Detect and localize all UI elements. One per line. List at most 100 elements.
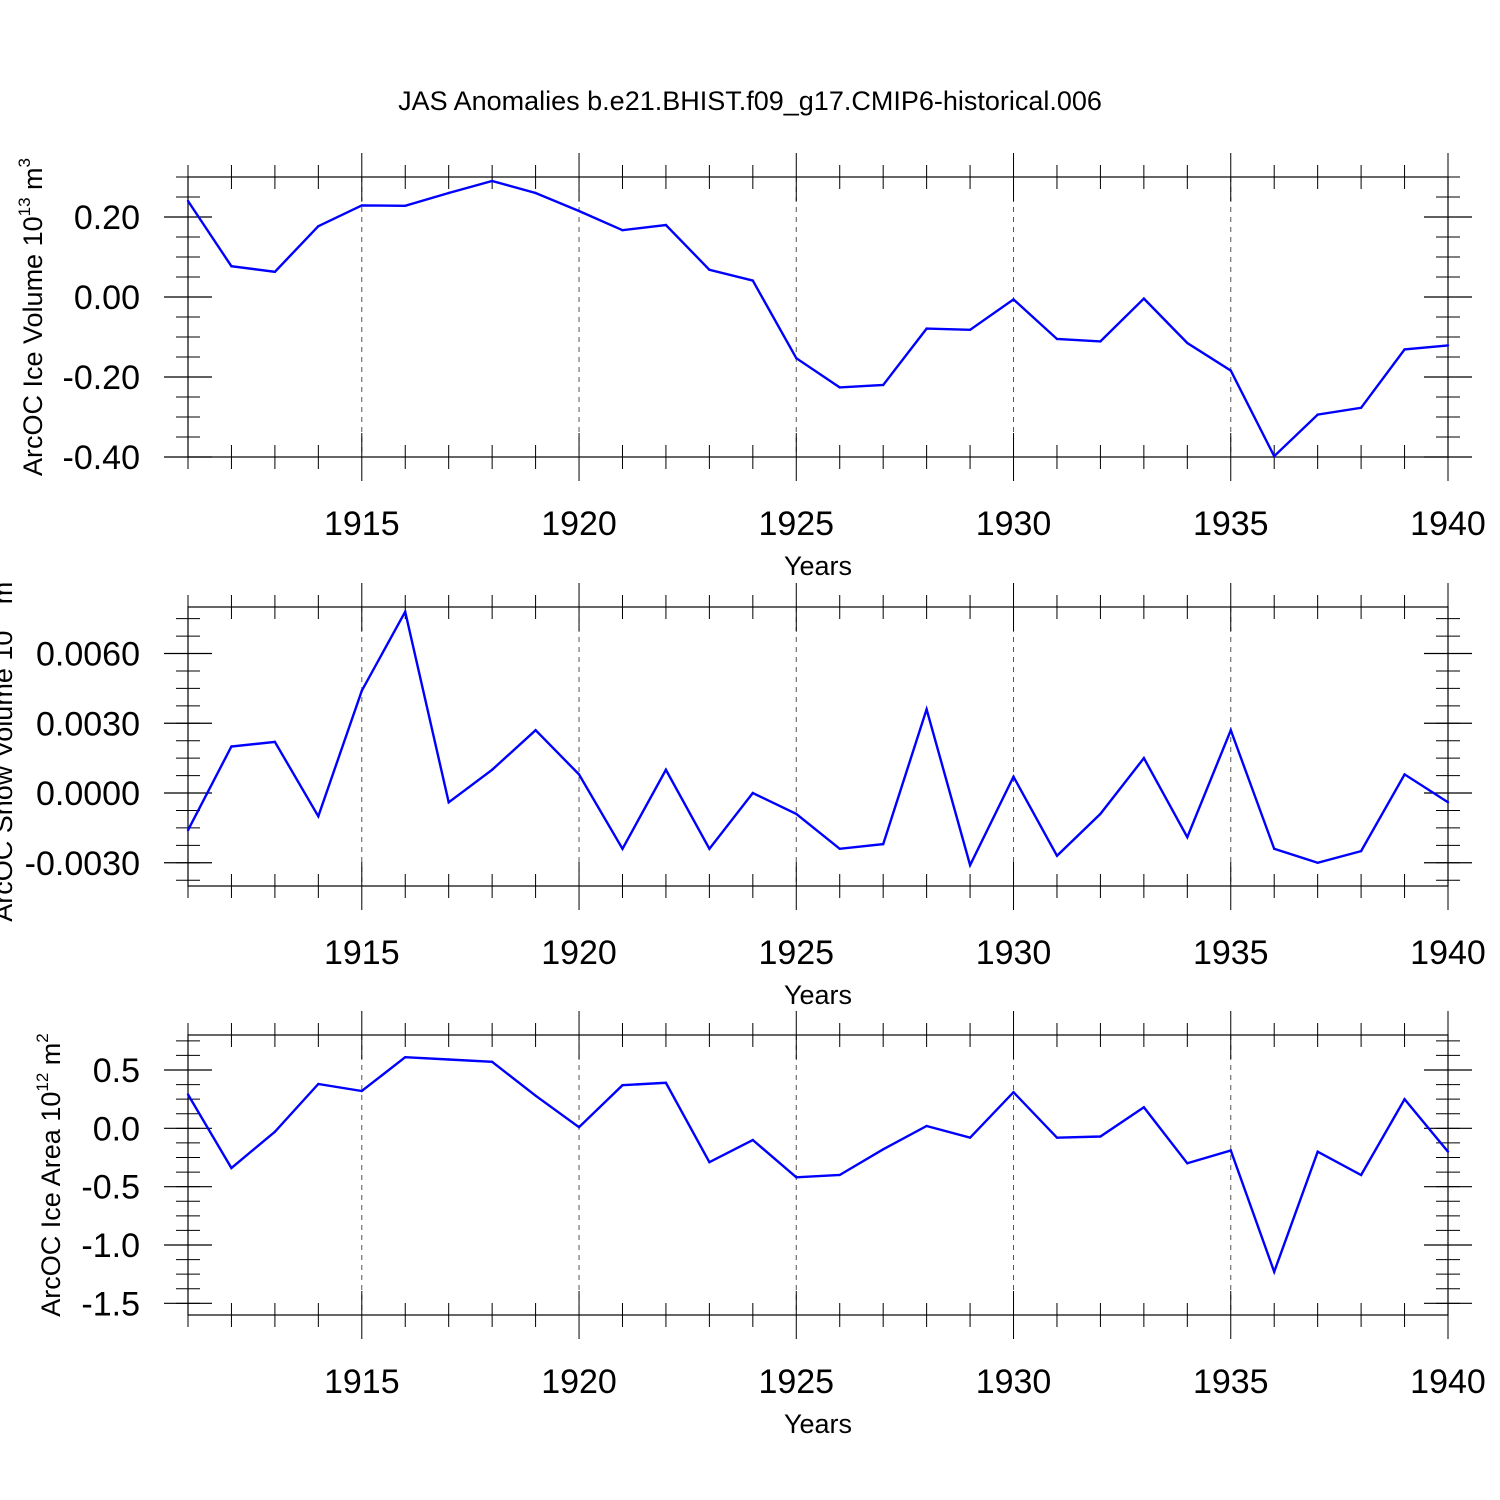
y-tick-label: -0.0030 — [25, 845, 140, 883]
y-axis-label-exponent: 13 — [15, 197, 34, 216]
data-point — [1229, 729, 1232, 732]
data-point — [838, 847, 841, 850]
data-point — [1186, 341, 1189, 345]
y-axis-label: ArcOC Snow Volume 1013 m3 — [0, 572, 18, 922]
x-tick-label: 1925 — [758, 1363, 834, 1401]
x-tick-label: 1930 — [976, 934, 1052, 972]
data-point — [1403, 1097, 1406, 1101]
y-tick-label: 0.00 — [74, 279, 140, 317]
series-line — [187, 179, 1449, 459]
data-point — [1229, 369, 1232, 372]
data-point — [1359, 1173, 1363, 1177]
data-point — [1273, 1270, 1276, 1274]
data-point — [577, 773, 581, 776]
data-point — [490, 1060, 494, 1064]
data-point — [1012, 775, 1015, 778]
y-tick-label: -1.5 — [81, 1285, 140, 1323]
y-axis-label-text: ArcOC Ice Area 10 — [36, 1092, 66, 1317]
x-axis-label: Years — [784, 1409, 852, 1439]
data-point — [925, 327, 928, 330]
y-axis-label: ArcOC Ice Area 1012 m2 — [33, 1033, 66, 1317]
data-point — [925, 708, 928, 711]
data-point — [317, 815, 320, 818]
data-point — [186, 829, 190, 832]
panel-1: 0.20 0.00 -0.20 -0.40 1915 1920 1925 1930 1935 19… — [15, 153, 1486, 581]
data-point — [1446, 344, 1450, 347]
data-point — [1099, 1135, 1102, 1138]
data-point — [795, 1176, 798, 1179]
y-tick-label: 0.5 — [93, 1052, 140, 1090]
y-axis-label-exponent: 12 — [33, 1073, 52, 1092]
data-point — [708, 1160, 711, 1164]
data-point — [621, 1083, 624, 1087]
y-axis-label-unit: m — [18, 167, 48, 197]
series-line — [186, 1055, 1449, 1276]
x-tick-label: 1935 — [1193, 934, 1269, 972]
x-tick-label: 1915 — [324, 505, 400, 543]
data-point — [230, 745, 233, 748]
data-point — [490, 179, 494, 183]
data-point — [447, 191, 450, 195]
data-point — [1316, 413, 1319, 416]
data-point — [317, 1082, 320, 1086]
data-point — [1403, 348, 1406, 351]
x-tick-label: 1940 — [1410, 934, 1486, 972]
data-point — [838, 386, 841, 389]
y-tick-label: -1.0 — [81, 1227, 140, 1265]
x-tick-label: 1920 — [541, 505, 617, 543]
y-axis-label-unit-exponent: 3 — [15, 158, 34, 167]
data-point — [186, 1093, 190, 1096]
x-tick-label: 1915 — [324, 1363, 400, 1401]
data-point — [1055, 854, 1059, 857]
x-tick-label: 1925 — [758, 934, 834, 972]
x-tick-label: 1920 — [541, 1363, 617, 1401]
x-tick-label: 1935 — [1193, 1363, 1269, 1401]
x-tick-label: 1930 — [976, 1363, 1052, 1401]
data-point — [1142, 756, 1146, 760]
data-point — [534, 191, 537, 195]
data-point — [1012, 1090, 1015, 1094]
y-axis-label-unit: m — [36, 1043, 66, 1073]
data-point — [881, 1148, 885, 1151]
plot-frame — [187, 606, 1449, 887]
x-tick-label: 1915 — [324, 934, 400, 972]
data-point — [360, 204, 363, 207]
y-tick-label: 0.20 — [74, 199, 140, 237]
x-tick-label: 1920 — [541, 934, 617, 972]
data-point — [881, 842, 885, 846]
data-point — [1142, 1106, 1146, 1109]
data-point — [968, 1136, 972, 1139]
data-point — [1273, 455, 1276, 458]
x-tick-label: 1940 — [1410, 1363, 1486, 1401]
y-axis-label-text: ArcOC Snow Volume 10 — [0, 631, 18, 922]
data-point — [490, 768, 494, 771]
data-point — [230, 265, 233, 268]
data-point — [447, 1058, 450, 1061]
data-point — [404, 610, 407, 613]
data-point — [360, 1089, 363, 1093]
data-point — [1446, 1150, 1450, 1153]
y-axis-label-unit-exponent: 2 — [33, 1033, 52, 1042]
data-point — [838, 1173, 841, 1177]
data-point — [708, 268, 711, 271]
data-point — [230, 1166, 233, 1170]
data-point — [1316, 1150, 1319, 1153]
y-tick-label: 0.0 — [93, 1110, 140, 1148]
data-point — [404, 204, 407, 207]
data-point — [664, 223, 668, 227]
x-tick-label: 1925 — [758, 505, 834, 543]
data-point — [186, 199, 190, 203]
data-point — [447, 801, 450, 804]
data-point — [795, 357, 798, 360]
data-point — [881, 383, 885, 387]
y-tick-label: -0.5 — [81, 1169, 140, 1207]
data-point — [273, 740, 277, 744]
y-tick-label: 0.0060 — [36, 636, 140, 674]
data-point — [1055, 1136, 1059, 1139]
chart-title: JAS Anomalies b.e21.BHIST.f09_g17.CMIP6-… — [398, 86, 1102, 116]
panel-2: 0.0060 0.0030 0.0000 -0.0030 1915 1920 1925 193… — [0, 572, 1486, 1010]
x-tick-label: 1930 — [976, 505, 1052, 543]
data-point — [577, 1125, 581, 1129]
data-point — [1186, 1162, 1189, 1165]
